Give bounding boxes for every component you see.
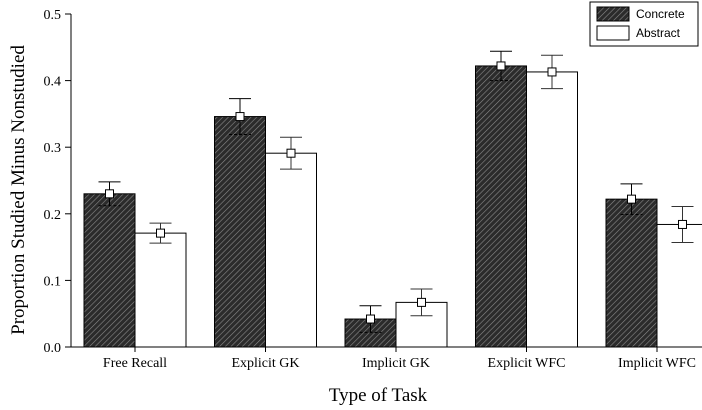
y-axis-title: Proportion Studied Minus Nonstudied	[8, 45, 29, 335]
bar-concrete	[214, 116, 266, 348]
y-tick-label: 0.0	[44, 341, 62, 356]
y-tick-label: 0.1	[44, 274, 62, 289]
mean-marker	[678, 219, 687, 229]
bar-abstract	[526, 71, 578, 348]
x-tick-label: Implicit GK	[362, 356, 430, 371]
mean-marker	[156, 228, 165, 238]
y-tick-label: 0.3	[44, 141, 62, 156]
mean-marker	[105, 189, 114, 199]
bar-abstract	[134, 232, 187, 348]
legend: Concrete Abstract	[589, 1, 699, 47]
mean-marker	[627, 194, 636, 204]
y-tick-label: 0.4	[44, 75, 62, 90]
legend-swatch-concrete	[596, 6, 630, 22]
mean-marker	[496, 61, 506, 71]
legend-label-abstract: Abstract	[636, 26, 681, 40]
mean-marker	[235, 112, 245, 122]
x-tick-label: Implicit WFC	[618, 356, 696, 371]
mean-marker	[286, 148, 296, 158]
mean-marker	[366, 314, 375, 324]
mean-marker	[417, 297, 426, 307]
bar-concrete	[83, 193, 136, 348]
mean-marker	[547, 67, 557, 77]
y-tick-label: 0.5	[44, 8, 62, 23]
bar-concrete	[475, 65, 527, 348]
x-tick-label: Explicit GK	[231, 356, 299, 371]
plot-area: 0.0 0.1 0.2 0.3 0.4 0.5 Free Recall Explicit GK…	[44, 8, 702, 371]
x-tick-label: Explicit WFC	[488, 356, 566, 371]
x-tick-label: Free Recall	[103, 356, 167, 371]
legend-swatch-abstract	[596, 25, 630, 41]
legend-label-concrete: Concrete	[636, 7, 685, 21]
x-axis-title: Type of Task	[329, 385, 428, 406]
bar-abstract	[656, 223, 702, 348]
bar-concrete	[605, 198, 658, 348]
y-tick-label: 0.2	[44, 208, 62, 223]
bar-abstract	[265, 152, 317, 348]
